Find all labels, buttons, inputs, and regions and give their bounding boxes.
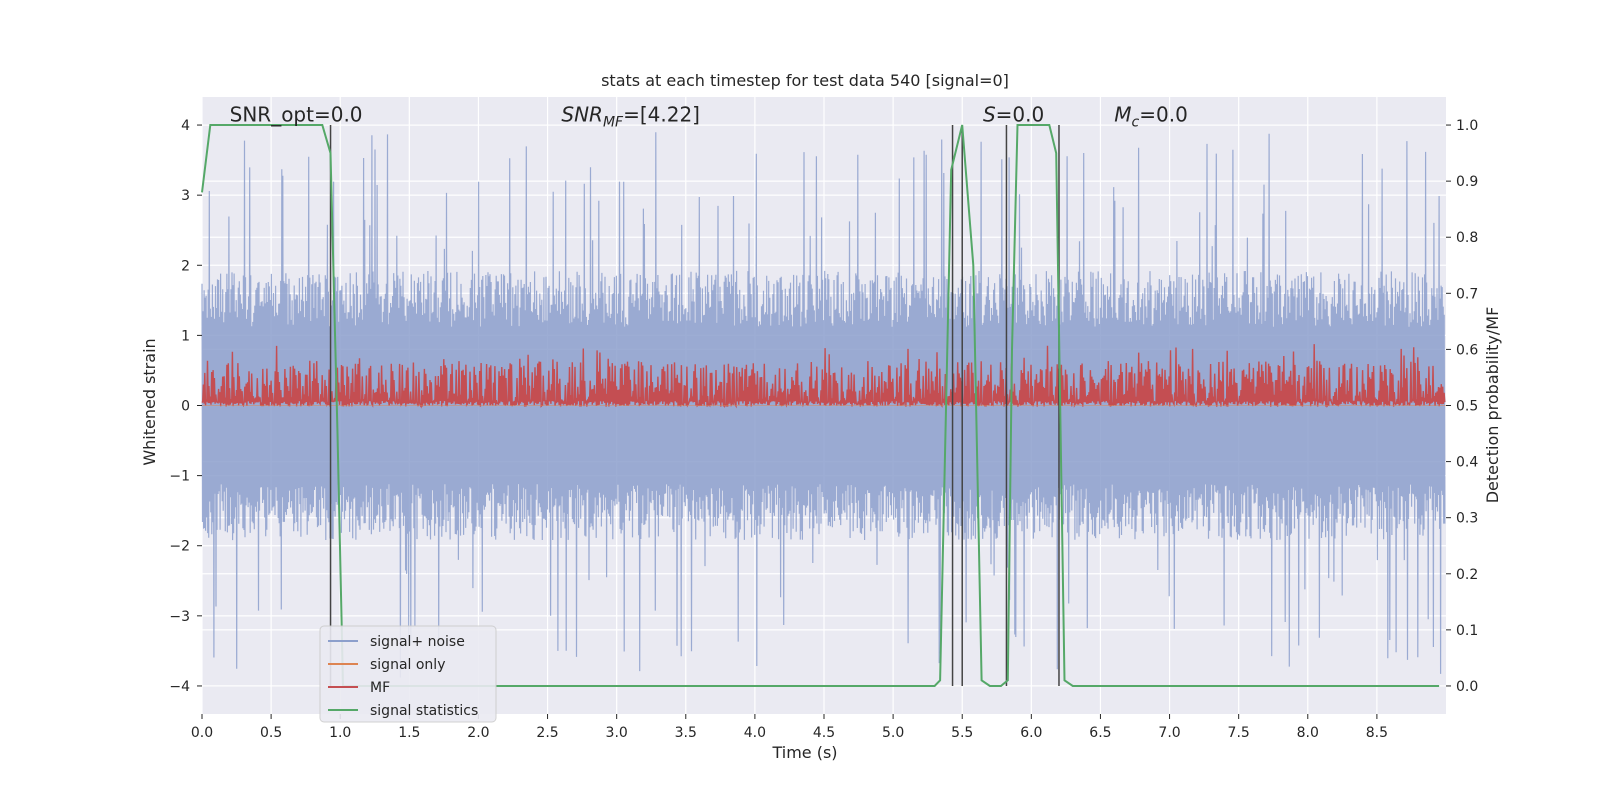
- legend-box: [319, 625, 497, 723]
- x-tick-label: 8.0: [1297, 725, 1319, 741]
- annotation: SNR_opt=0.0: [230, 103, 363, 127]
- x-tick-label: 4.5: [813, 725, 835, 741]
- legend-label: signal+ noise: [370, 634, 465, 650]
- y2-tick-label: 0.4: [1456, 455, 1478, 471]
- x-tick-label: 3.5: [675, 725, 697, 741]
- x-tick-label: 6.0: [1020, 725, 1042, 741]
- x-tick-label: 6.5: [1089, 725, 1111, 741]
- y-tick-label: 3: [181, 188, 190, 204]
- signal-statistics-line: [201, 124, 1440, 687]
- x-tick-label: 7.5: [1228, 725, 1250, 741]
- y-tick-label: 4: [181, 118, 190, 134]
- y2-tick-label: 0.7: [1456, 286, 1478, 302]
- y2-tick-label: 1.0: [1456, 118, 1478, 134]
- y-tick-label: 1: [181, 328, 190, 344]
- legend-label: MF: [370, 680, 390, 696]
- x-tick-label: 5.0: [882, 725, 904, 741]
- legend: signal+ noise signal only MF signal statist…: [319, 625, 497, 723]
- legend-label: signal only: [370, 657, 445, 673]
- axes: 0.0 0.5 1.0 1.5 2.0 2.5 3.0 3.5 4.0 4.5 5.0 5.5 6.0 6…: [169, 118, 1478, 741]
- x-tick-label: 1.0: [329, 725, 351, 741]
- y2-tick-label: 0.9: [1456, 174, 1478, 190]
- x-axis-label: Time (s): [771, 743, 837, 762]
- y-tick-label: 2: [181, 258, 190, 274]
- x-tick-label: 5.5: [951, 725, 973, 741]
- y2-axis-label: Detection probability/MF: [1483, 307, 1502, 504]
- annotation: S=0.0: [983, 103, 1044, 127]
- x-tick-label: 3.0: [606, 725, 628, 741]
- y2-tick-label: 0.8: [1456, 230, 1478, 246]
- x-tick-label: 0.0: [191, 725, 213, 741]
- legend-label: signal statistics: [370, 703, 478, 719]
- annotation: SNRMF=[4.22]: [561, 103, 700, 131]
- vertical-markers: [329, 125, 1060, 686]
- series-signal-statistics: [201, 124, 1440, 687]
- x-tick-label: 1.5: [398, 725, 420, 741]
- x-tick-label: 2.0: [467, 725, 489, 741]
- y2-tick-label: 0.0: [1456, 679, 1478, 695]
- y-axis-label: Whitened strain: [140, 338, 159, 465]
- annotation: Mc=0.0: [1114, 103, 1188, 131]
- y-tick-label: −3: [169, 609, 190, 625]
- chart-title: stats at each timestep for test data 540…: [601, 71, 1009, 90]
- y-tick-label: −2: [169, 539, 190, 555]
- x-tick-label: 8.5: [1366, 725, 1388, 741]
- y-tick-label: −1: [169, 469, 190, 485]
- y-tick-label: 0: [181, 399, 190, 415]
- y2-tick-label: 0.6: [1456, 342, 1478, 358]
- y2-tick-label: 0.3: [1456, 511, 1478, 527]
- y2-tick-label: 0.2: [1456, 567, 1478, 583]
- x-tick-label: 2.5: [536, 725, 558, 741]
- signal-noise-line: [201, 132, 1446, 678]
- annotations: SNR_opt=0.0 SNRMF=[4.22] S=0.0 Mc=0.0: [230, 103, 1188, 131]
- series-signal-noise: [201, 132, 1446, 678]
- y2-tick-label: 0.5: [1456, 399, 1478, 415]
- y2-tick-label: 0.1: [1456, 623, 1478, 639]
- x-tick-label: 7.0: [1158, 725, 1180, 741]
- x-tick-label: 4.0: [744, 725, 766, 741]
- x-tick-label: 0.5: [260, 725, 282, 741]
- y-tick-label: −4: [169, 679, 190, 695]
